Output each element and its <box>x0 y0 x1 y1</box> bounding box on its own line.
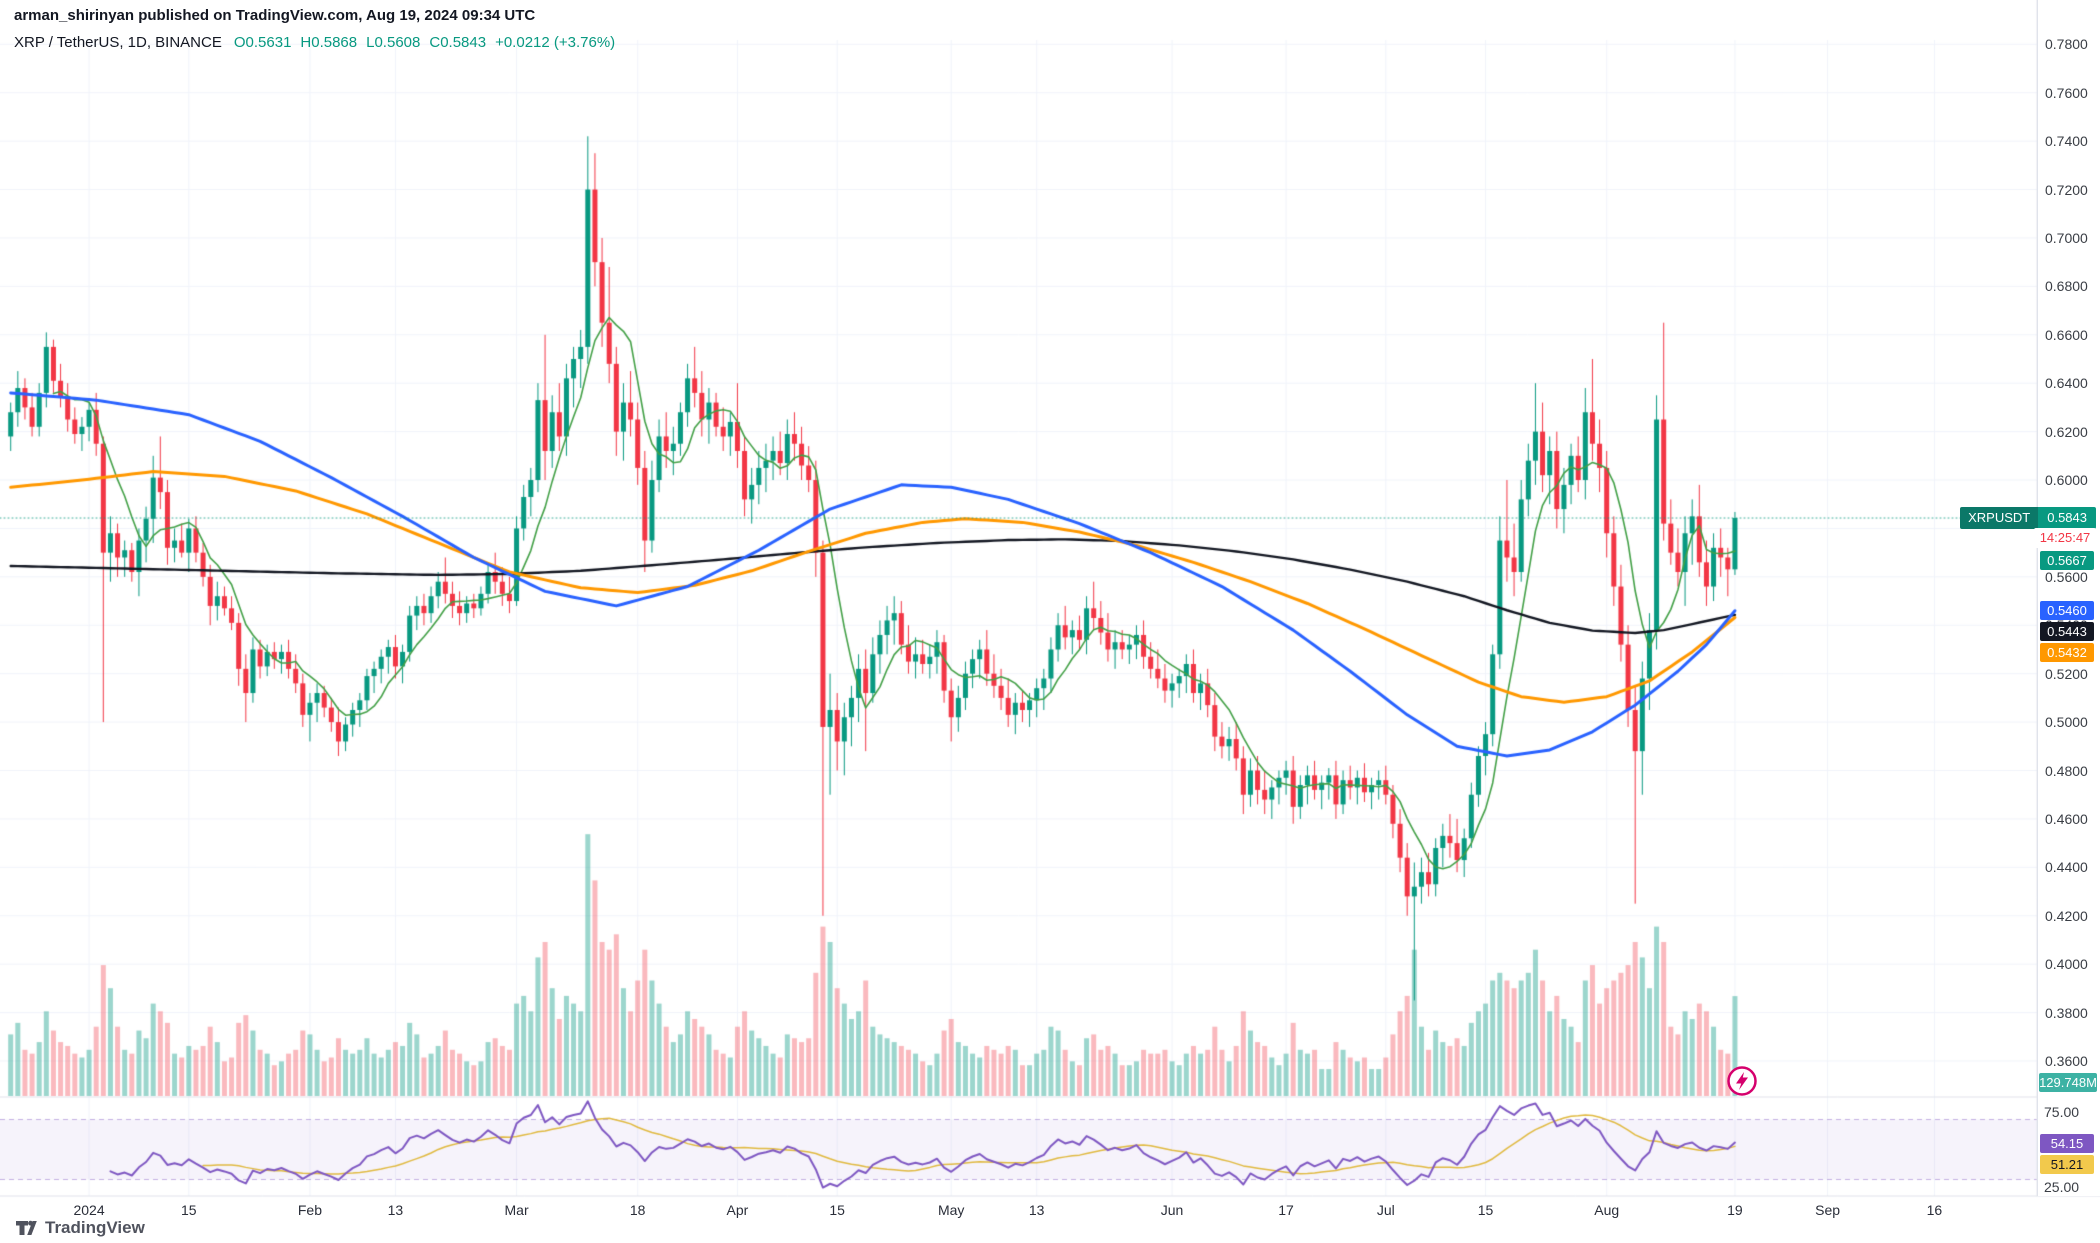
time-axis-label: 15 <box>829 1202 845 1218</box>
price-tick-label: 0.6200 <box>2045 423 2088 440</box>
price-tick-label: 0.4600 <box>2045 810 2088 827</box>
time-axis-label: 13 <box>387 1202 404 1218</box>
time-axis-label: 2024 <box>73 1202 105 1218</box>
ohlc-high: H0.5868 <box>300 34 358 51</box>
time-axis-label: 15 <box>1477 1202 1494 1218</box>
ma-value-badge-green: 0.5667 <box>2040 550 2094 570</box>
time-axis-label: Mar <box>504 1202 529 1218</box>
time-axis-label: 16 <box>1926 1202 1943 1218</box>
time-axis-label: 13 <box>1028 1202 1045 1218</box>
time-axis-label: Aug <box>1594 1202 1620 1218</box>
current-price-badge: XRPUSDT 0.5843 <box>1960 507 2096 530</box>
ohlc-low: L0.5608 <box>366 34 421 51</box>
time-axis-label: May <box>937 1202 965 1218</box>
time-axis-label: 19 <box>1727 1202 1743 1218</box>
price-tick-label: 0.3800 <box>2045 1004 2088 1021</box>
time-axis-label: Jun <box>1160 1202 1184 1218</box>
ma-value-badge-orange: 0.5432 <box>2040 642 2094 662</box>
price-tick-label: 0.4200 <box>2045 907 2088 924</box>
time-axis-label: 17 <box>1278 1202 1294 1218</box>
price-tick-label: 0.7400 <box>2045 133 2088 150</box>
time-axis-label: Jul <box>1376 1202 1395 1218</box>
chart-legend: XRP / TetherUS, 1D, BINANCE O0.5631 H0.586… <box>14 34 624 51</box>
ohlc-change: +0.0212 (+3.76%) <box>495 34 616 51</box>
price-tick-label: 0.4400 <box>2045 859 2088 876</box>
attribution-text: arman_shirinyan published on TradingView… <box>14 7 536 24</box>
symbol-badge-price: 0.5843 <box>2038 507 2096 530</box>
tradingview-logo-icon <box>16 1220 37 1235</box>
bar-countdown: 14:25:47 <box>2034 528 2096 549</box>
time-axis-label: Apr <box>726 1202 749 1218</box>
price-tick-label: 0.7800 <box>2045 36 2088 53</box>
price-tick-label: 0.7000 <box>2045 229 2088 246</box>
rsi-tick-label: 75.00 <box>2044 1104 2080 1120</box>
rsi-tick-label: 25.00 <box>2044 1179 2080 1195</box>
volume-badge: 129.748M <box>2039 1073 2097 1092</box>
price-tick-label: 0.7600 <box>2045 84 2088 101</box>
symbol-title[interactable]: XRP / TetherUS, 1D, BINANCE <box>14 34 222 51</box>
time-axis-label: Sep <box>1815 1202 1841 1218</box>
time-axis-label: 15 <box>181 1202 197 1218</box>
price-tick-label: 0.5000 <box>2045 714 2088 731</box>
price-tick-label: 0.3600 <box>2045 1052 2088 1069</box>
symbol-badge-label: XRPUSDT <box>1960 507 2039 530</box>
price-tick-label: 0.6600 <box>2045 326 2088 343</box>
ma-value-badge-blue: 0.5460 <box>2040 600 2094 620</box>
rsi-value-badge-purple: 54.15 <box>2040 1134 2094 1154</box>
tradingview-logo-text: TradingView <box>45 1218 145 1237</box>
price-tick-label: 0.4000 <box>2045 956 2088 973</box>
price-tick-label: 0.5200 <box>2045 665 2088 682</box>
price-axis[interactable]: 0.7800 0.7600 0.7400 0.7200 0.7000 0.6800 0.66… <box>2037 0 2100 1196</box>
price-tick-label: 0.5600 <box>2045 568 2088 585</box>
tradingview-logo[interactable]: TradingView <box>14 1216 145 1240</box>
ma-value-badge-black: 0.5443 <box>2040 621 2094 641</box>
ohlc-close: C0.5843 <box>429 34 487 51</box>
ohlc-open: O0.5631 <box>233 34 292 51</box>
price-tick-label: 0.6400 <box>2045 375 2088 392</box>
price-tick-label: 0.6000 <box>2045 472 2088 489</box>
time-axis-label: Feb <box>297 1202 322 1218</box>
time-axis-label: 18 <box>629 1202 646 1218</box>
price-tick-label: 0.6800 <box>2045 278 2088 295</box>
flash-icon[interactable] <box>1724 1063 1760 1099</box>
price-tick-label: 0.4800 <box>2045 762 2088 779</box>
rsi-value-badge-yellow: 51.21 <box>2040 1155 2094 1175</box>
price-tick-label: 0.7200 <box>2045 181 2088 198</box>
